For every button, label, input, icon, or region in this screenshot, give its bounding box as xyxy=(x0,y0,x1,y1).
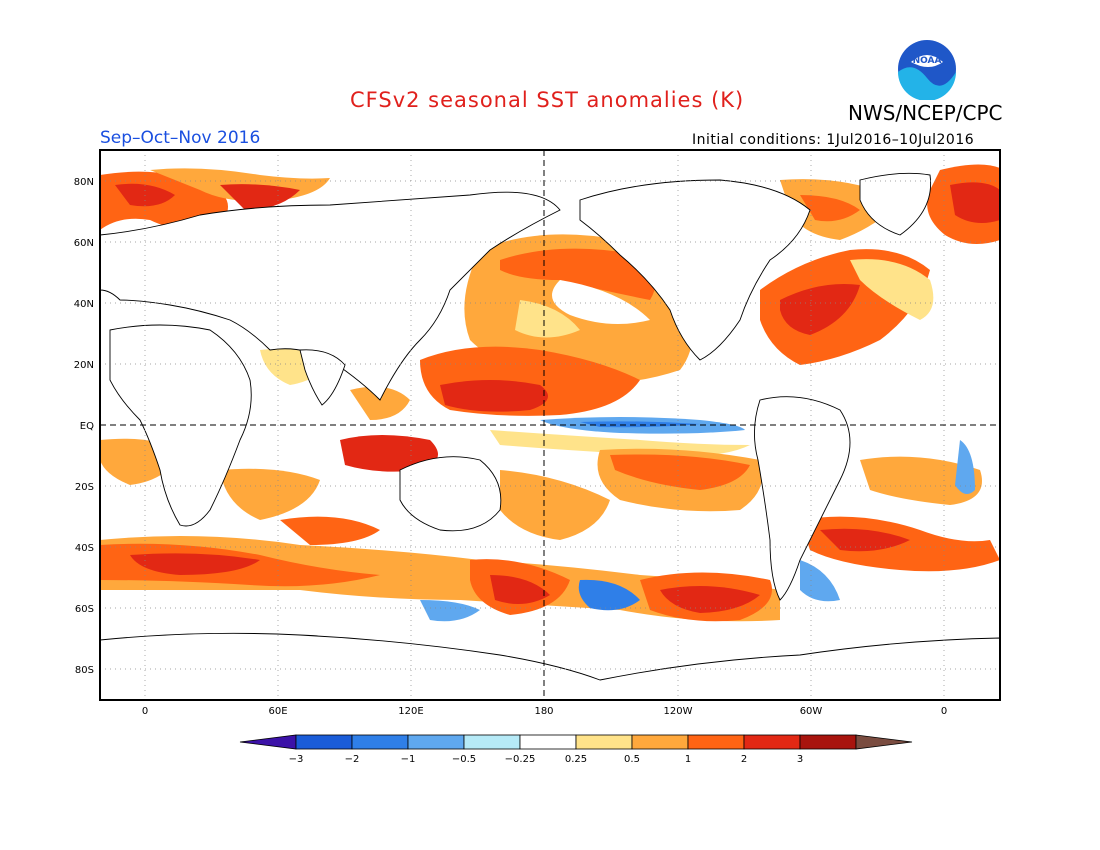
noaa-logo: NOAA xyxy=(898,40,956,100)
organization-label: NWS/NCEP/CPC xyxy=(848,101,1003,125)
colorbar-box xyxy=(351,734,409,750)
colorbar-tick-label: 0.5 xyxy=(624,754,640,765)
colorbar-tick-label: 3 xyxy=(797,754,803,765)
lon-label-60e: 60E xyxy=(268,706,287,717)
colorbar-min-arrow xyxy=(239,734,297,750)
colorbar-box xyxy=(575,734,633,750)
forecast-period: Sep–Oct–Nov 2016 xyxy=(100,128,261,148)
lat-label-40s: 40S xyxy=(75,543,94,554)
lat-label-40n: 40N xyxy=(74,299,94,310)
lat-label-80s: 80S xyxy=(75,665,94,676)
colorbar-box xyxy=(631,734,689,750)
colorbar-tick-label: −3 xyxy=(289,754,304,765)
initial-conditions: Initial conditions: 1Jul2016–10Jul2016 xyxy=(692,132,975,148)
lon-label-0: 0 xyxy=(142,706,148,717)
colorbar-max-arrow xyxy=(855,734,913,750)
colorbar-tick-label: −0.5 xyxy=(452,754,476,765)
lon-label-180: 180 xyxy=(534,706,553,717)
lon-label-120e: 120E xyxy=(398,706,423,717)
lat-label-20s: 20S xyxy=(75,482,94,493)
colorbar-tick-label: −0.25 xyxy=(505,754,536,765)
colorbar-tick-label: 1 xyxy=(685,754,691,765)
colorbar-box xyxy=(295,734,353,750)
colorbar-box xyxy=(799,734,857,750)
lon-label-0-east: 0 xyxy=(941,706,947,717)
colorbar-tick-label: −1 xyxy=(401,754,416,765)
lat-label-80n: 80N xyxy=(74,177,94,188)
colorbar-tick-label: −2 xyxy=(345,754,360,765)
lon-label-120w: 120W xyxy=(664,706,693,717)
colorbar-box xyxy=(519,734,577,750)
lat-label-60s: 60S xyxy=(75,604,94,615)
colorbar-box xyxy=(407,734,465,750)
colorbar-box xyxy=(463,734,521,750)
map-title: CFSv2 seasonal SST anomalies (K) xyxy=(350,88,745,112)
colorbar-box xyxy=(687,734,745,750)
lon-label-60w: 60W xyxy=(800,706,823,717)
colorbar-box xyxy=(743,734,801,750)
lat-label-eq: EQ xyxy=(80,421,94,432)
lat-label-60n: 60N xyxy=(74,238,94,249)
lat-label-20n: 20N xyxy=(74,360,94,371)
svg-text:NOAA: NOAA xyxy=(913,56,942,66)
colorbar-tick-label: 2 xyxy=(741,754,747,765)
colorbar-tick-label: 0.25 xyxy=(565,754,587,765)
